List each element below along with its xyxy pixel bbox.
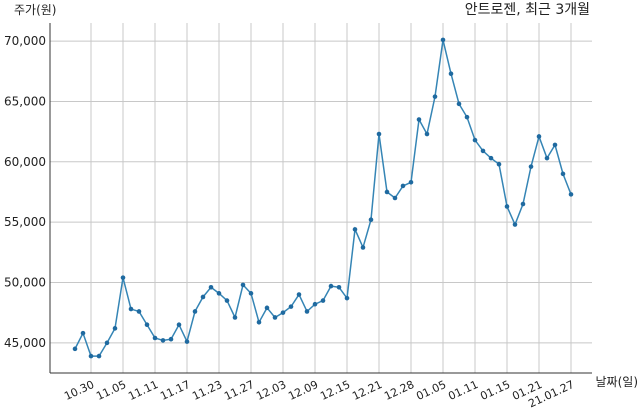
price-point — [88, 353, 94, 359]
price-point — [184, 339, 190, 344]
x-tick-label: 10.30 — [62, 378, 96, 403]
price-point — [352, 227, 358, 232]
price-point — [128, 306, 134, 312]
price-point — [520, 201, 526, 207]
x-tick-label: 11.27 — [222, 378, 256, 403]
price-line — [74, 39, 572, 357]
x-tick-label: 12.09 — [286, 378, 320, 403]
x-tick-label: 11.23 — [190, 378, 224, 403]
price-point — [440, 37, 446, 43]
price-point — [232, 315, 238, 320]
price-point — [360, 245, 366, 250]
price-point — [560, 171, 566, 177]
price-point — [424, 131, 430, 137]
price-point — [544, 155, 550, 161]
price-point — [96, 353, 102, 359]
price-point — [536, 134, 542, 139]
price-point — [448, 71, 454, 76]
price-point — [480, 148, 486, 154]
price-point — [504, 204, 510, 209]
price-point — [176, 322, 182, 328]
price-point — [104, 340, 110, 346]
price-point — [328, 283, 334, 289]
y-tick-label: 70,000 — [4, 34, 46, 48]
price-point — [376, 131, 382, 137]
price-point — [216, 291, 222, 296]
price-point — [496, 161, 502, 167]
price-point — [144, 322, 150, 328]
x-tick-label: 12.28 — [382, 378, 416, 403]
price-point — [568, 192, 574, 197]
y-tick-label: 50,000 — [4, 275, 46, 289]
price-point — [488, 155, 494, 161]
price-point — [168, 336, 174, 342]
y-tick-label: 65,000 — [4, 94, 46, 108]
price-point — [552, 142, 558, 148]
price-point — [152, 335, 158, 341]
price-point — [512, 222, 518, 227]
price-point — [456, 101, 462, 107]
price-point — [160, 338, 166, 343]
price-point — [392, 195, 398, 201]
y-axis-label: 주가(원) — [14, 3, 56, 17]
price-point — [240, 282, 246, 288]
price-point — [208, 285, 214, 290]
price-point — [432, 94, 438, 99]
price-point — [72, 346, 78, 352]
price-point — [200, 294, 206, 300]
x-tick-label: 12.15 — [318, 378, 352, 403]
price-point — [472, 137, 478, 143]
price-point — [192, 309, 198, 314]
price-point — [136, 309, 142, 314]
price-point — [280, 310, 286, 315]
x-axis-label: 날짜(일) — [596, 375, 638, 389]
price-point — [464, 114, 470, 120]
x-tick-label: 01.05 — [414, 378, 448, 403]
y-tick-label: 55,000 — [4, 215, 46, 229]
price-point — [120, 275, 126, 280]
price-point — [400, 183, 406, 189]
y-tick-label: 45,000 — [4, 336, 46, 350]
x-tick-label: 11.05 — [94, 378, 128, 403]
price-point — [80, 330, 86, 336]
x-tick-label: 12.21 — [350, 378, 384, 403]
price-point — [248, 291, 254, 296]
price-point — [312, 301, 318, 307]
price-point — [272, 315, 278, 320]
price-point — [304, 309, 310, 314]
price-point — [528, 164, 534, 169]
price-point — [256, 320, 262, 325]
price-point — [408, 180, 414, 185]
price-point — [368, 217, 374, 223]
x-tick-label: 12.03 — [254, 378, 288, 403]
price-point — [264, 305, 270, 311]
chart-title: 안트로젠, 최근 3개월 — [465, 2, 590, 18]
price-point — [288, 304, 294, 309]
y-tick-label: 60,000 — [4, 155, 46, 169]
x-tick-label: 11.11 — [126, 378, 160, 403]
x-tick-label: 11.17 — [158, 378, 192, 403]
price-point — [344, 295, 350, 301]
price-point — [224, 298, 230, 303]
x-tick-label: 01.15 — [478, 378, 512, 403]
price-point — [112, 326, 118, 331]
price-point — [336, 285, 342, 290]
x-tick-label: 01.11 — [446, 378, 480, 403]
price-point — [384, 189, 390, 195]
price-point — [296, 292, 302, 297]
price-point — [320, 298, 326, 303]
price-point — [416, 117, 422, 122]
